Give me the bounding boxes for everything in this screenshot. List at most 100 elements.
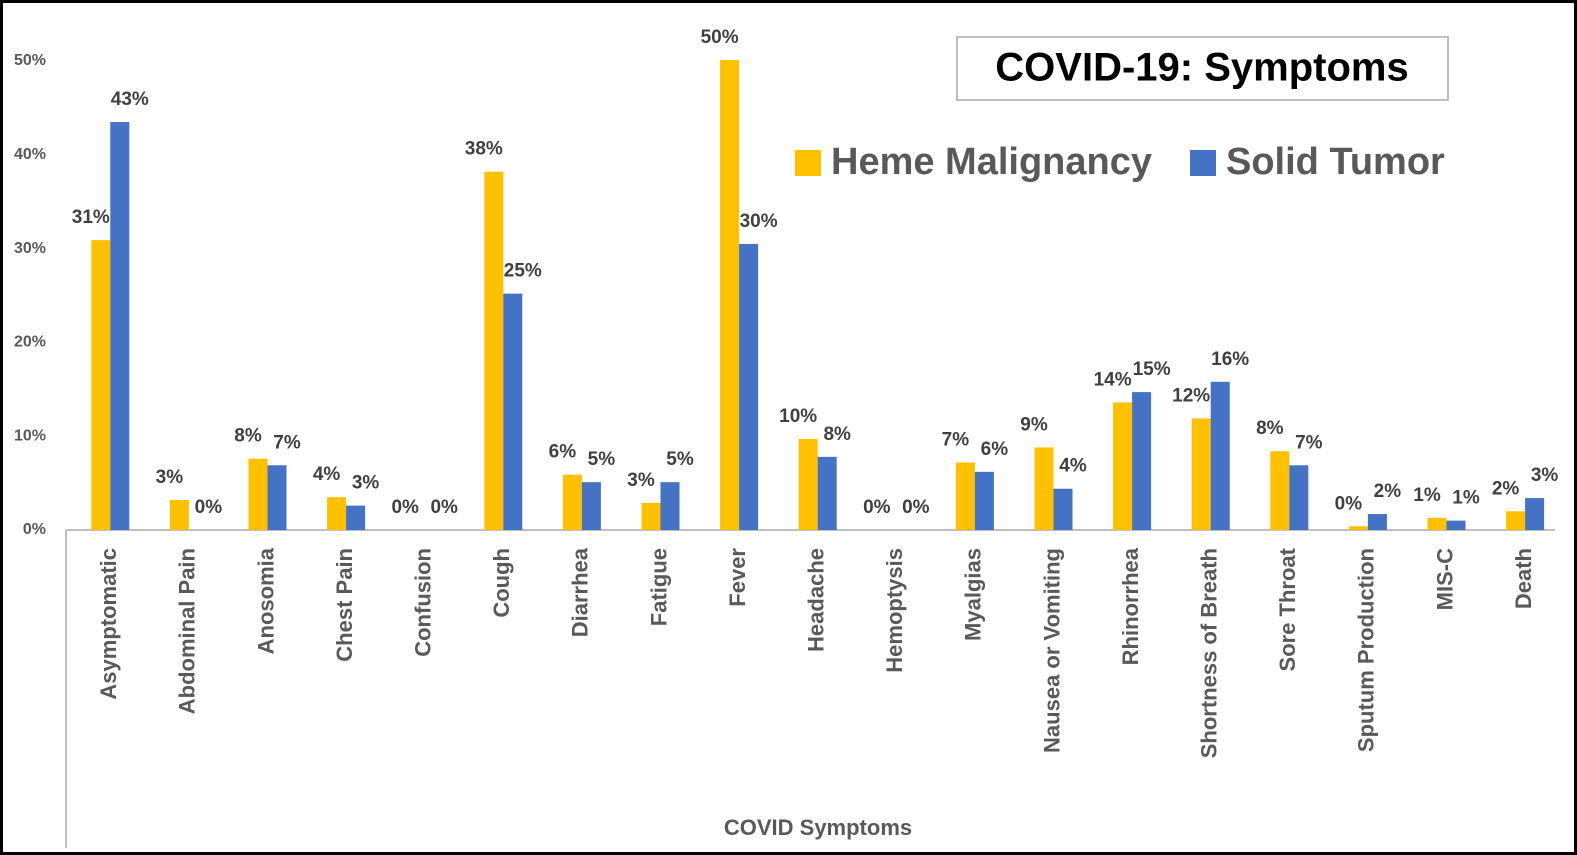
value-label: 25% [504, 261, 542, 282]
y-tick-label: 30% [14, 240, 46, 257]
value-label: 16% [1211, 349, 1249, 370]
x-tick-label: Sputum Production [1354, 548, 1379, 752]
value-label: 6% [549, 442, 577, 463]
x-tick-label: Death [1511, 548, 1536, 609]
value-label: 0% [430, 497, 458, 518]
x-tick-label: Sore Throat [1275, 547, 1300, 671]
x-tick-label: Abdominal Pain [175, 548, 200, 714]
y-tick-label: 10% [14, 427, 46, 444]
value-label: 4% [1059, 456, 1087, 477]
value-label: 0% [195, 497, 223, 518]
bar [739, 243, 759, 530]
x-axis-label: COVID Symptoms [724, 815, 912, 840]
value-label: 15% [1133, 359, 1171, 380]
x-tick-label: Fever [725, 548, 750, 607]
bar [1506, 511, 1526, 530]
bar [346, 505, 366, 530]
bar [248, 458, 268, 530]
bar [1446, 520, 1466, 530]
bar [267, 465, 287, 530]
x-tick-label: Myalgias [961, 548, 986, 641]
value-label: 9% [1020, 414, 1048, 435]
x-tick-label: Anosomia [253, 547, 278, 654]
value-label: 3% [156, 467, 184, 488]
value-label: 7% [1295, 432, 1323, 453]
bar [720, 60, 740, 530]
x-tick-label: Rhinorrhea [1118, 547, 1143, 665]
value-label: 5% [666, 449, 694, 470]
bar [974, 471, 994, 530]
value-label: 4% [313, 464, 341, 485]
value-label: 12% [1172, 385, 1210, 406]
title-box [956, 36, 1449, 101]
value-label: 8% [823, 424, 851, 445]
bar [798, 439, 818, 530]
value-label: 8% [1256, 418, 1284, 439]
x-tick-label: Nausea or Vomiting [1039, 548, 1064, 753]
value-label: 43% [111, 89, 149, 110]
bar [1270, 451, 1290, 530]
y-tick-label: 50% [14, 52, 46, 69]
bar [1210, 381, 1230, 530]
bar [1427, 517, 1447, 530]
legend-swatch [1190, 150, 1216, 176]
bar [660, 482, 680, 530]
value-label: 0% [1335, 493, 1363, 514]
legend-swatch [795, 150, 821, 176]
x-tick-label: MIS-C [1432, 548, 1457, 610]
x-tick-label: Headache [804, 548, 829, 652]
value-label: 1% [1452, 488, 1480, 509]
bar [1113, 402, 1133, 530]
bar [641, 502, 661, 530]
bar [110, 121, 130, 530]
value-label: 6% [981, 439, 1009, 460]
value-label: 8% [234, 426, 262, 447]
bar [581, 482, 601, 530]
value-label: 2% [1492, 478, 1520, 499]
x-tick-label: Chest Pain [332, 548, 357, 662]
x-tick-label: Asymptomatic [96, 548, 121, 700]
x-tick-label: Hemoptysis [882, 548, 907, 673]
y-tick-label: 20% [14, 334, 46, 351]
value-label: 2% [1374, 481, 1402, 502]
y-tick-label: 40% [14, 146, 46, 163]
bar [955, 462, 975, 530]
value-label: 5% [588, 449, 616, 470]
bar [1367, 514, 1387, 530]
bar [169, 499, 189, 530]
x-tick-label: Diarrhea [568, 547, 593, 637]
value-label: 31% [72, 207, 110, 228]
value-label: 7% [273, 432, 301, 453]
bar [1348, 526, 1368, 530]
bar [91, 240, 111, 530]
bar [817, 456, 837, 530]
value-label: 7% [942, 429, 970, 450]
value-label: 3% [627, 470, 655, 491]
x-tick-label: Confusion [411, 548, 436, 657]
x-tick-label: Fatigue [646, 548, 671, 626]
bar [1289, 465, 1309, 530]
chart-title: COVID-19: Symptoms [995, 46, 1408, 90]
bar [1034, 447, 1054, 530]
bar [327, 497, 347, 530]
x-tick-label: Shortness of Breath [1197, 548, 1222, 758]
legend-label: Solid Tumor [1226, 141, 1445, 183]
value-label: 50% [701, 27, 739, 48]
legend-label: Heme Malignancy [831, 141, 1152, 183]
bar [1132, 392, 1152, 530]
value-label: 1% [1413, 485, 1441, 506]
value-label: 3% [1531, 465, 1559, 486]
value-label: 10% [779, 406, 817, 427]
bar [1053, 488, 1073, 530]
value-label: 3% [352, 473, 380, 494]
value-label: 14% [1094, 369, 1132, 390]
bar [484, 171, 504, 530]
bar [1525, 498, 1545, 530]
x-tick-label: Cough [489, 548, 514, 618]
bar [1191, 418, 1211, 530]
y-tick-label: 0% [23, 521, 46, 538]
value-label: 0% [902, 497, 930, 518]
value-label: 0% [391, 497, 419, 518]
